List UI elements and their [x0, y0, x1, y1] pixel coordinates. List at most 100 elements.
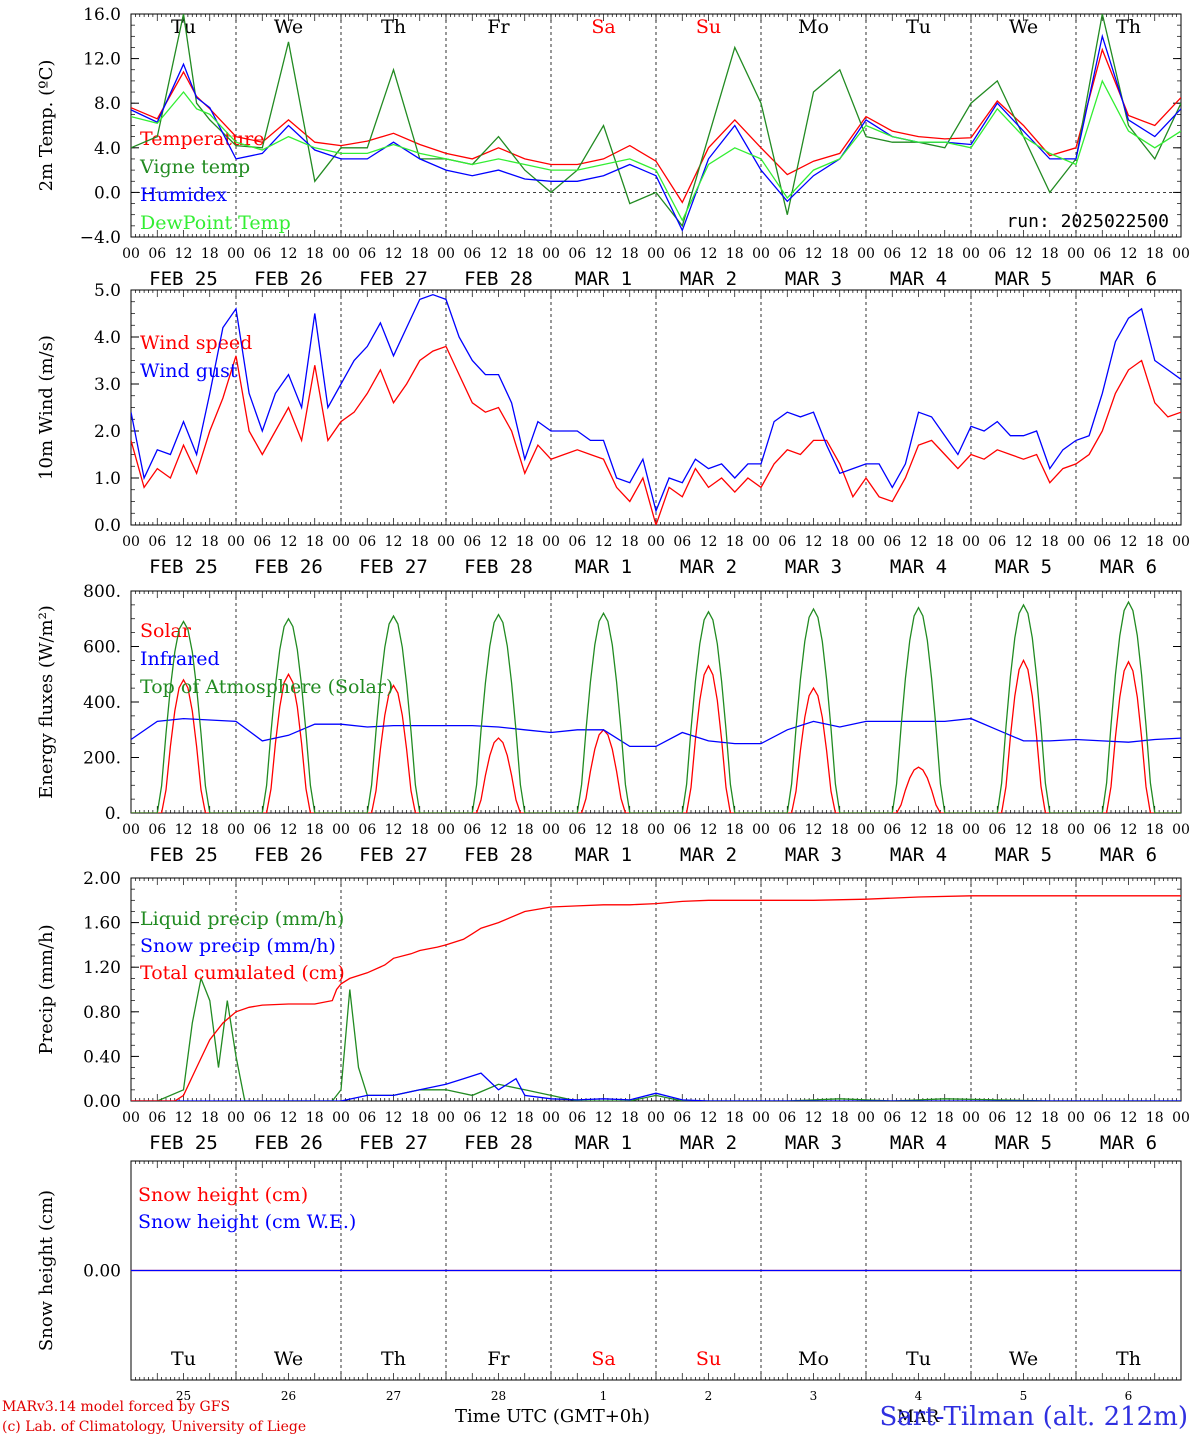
hour-tick-label: 12 [280, 534, 298, 550]
date-label: FEB 26 [254, 556, 323, 578]
run-label: run: 2025022500 [1006, 211, 1169, 232]
hour-tick-label: 18 [831, 246, 849, 262]
date-label: FEB 25 [149, 1132, 218, 1154]
y-tick-label: 800. [83, 582, 121, 602]
weekday-label: We [274, 1348, 303, 1370]
date-label: FEB 27 [359, 1132, 428, 1154]
hour-tick-label: 06 [778, 822, 796, 838]
y-tick-label: 2.0 [94, 422, 121, 442]
legend-entry: Top of Atmosphere (Solar) [140, 676, 393, 698]
y-tick-label: 0.40 [83, 1047, 121, 1067]
weekday-label: We [1009, 1348, 1038, 1370]
hour-tick-label: 00 [857, 822, 875, 838]
date-label: FEB 27 [359, 268, 428, 290]
hour-tick-label: 12 [490, 534, 508, 550]
panel-wind: 0.0 1.0 2.0 3.0 4.0 5.0 10m Wind (m/s) 00 06 12 18… [36, 281, 1190, 578]
hour-tick-label: 00 [437, 822, 455, 838]
hour-tick-label: 06 [253, 534, 271, 550]
hour-tick-label: 18 [411, 246, 429, 262]
hour-tick-label: 00 [647, 246, 665, 262]
hour-tick-label: 06 [1093, 534, 1111, 550]
legend-entry: Vigne temp [139, 156, 250, 178]
hour-tick-label: 18 [411, 1110, 429, 1126]
hour-tick-label: 12 [595, 1110, 613, 1126]
hour-tick-label: 12 [385, 246, 403, 262]
date-label: MAR 5 [995, 268, 1052, 290]
weekday-label: Fr [487, 16, 510, 38]
hour-tick-label: 06 [253, 822, 271, 838]
hour-tick-label: 18 [1041, 534, 1059, 550]
hour-tick-label: 18 [306, 534, 324, 550]
hour-tick-label: 00 [1172, 246, 1190, 262]
lab-credit: (c) Lab. of Climatology, University of L… [2, 1419, 307, 1435]
date-label: MAR 6 [1100, 844, 1157, 866]
date-label: MAR 2 [680, 1132, 737, 1154]
day-number-label: 28 [491, 1389, 506, 1403]
date-label: MAR 6 [1100, 1132, 1157, 1154]
panel-flux: 0. 200. 400. 600. 800. Energy fluxes (W/m²) 00… [36, 582, 1190, 866]
hour-tick-label: 18 [201, 1110, 219, 1126]
hour-tick-label: 18 [201, 246, 219, 262]
panel-precip: 0.00 0.40 0.80 1.20 1.60 2.00 Precip (mm/h) 00 0… [36, 869, 1190, 1154]
hour-tick-label: 00 [542, 534, 560, 550]
hour-tick-label: 12 [700, 534, 718, 550]
hour-tick-label: 06 [673, 246, 691, 262]
hour-tick-label: 12 [490, 822, 508, 838]
hour-tick-label: 18 [1041, 1110, 1059, 1126]
y-tick-label: 1.20 [83, 958, 121, 978]
weekday-label: Mo [798, 1348, 829, 1370]
series-line-wind-gust [131, 294, 1181, 514]
day-number-label: 5 [1020, 1389, 1028, 1403]
panel-temp: −4.0 0.0 4.0 8.0 12.0 16.0 2m Temp. (ºC) Tu We Th… [36, 5, 1190, 290]
legend-entry: Snow height (cm W.E.) [138, 1211, 356, 1233]
legend-entry: Liquid precip (mm/h) [140, 908, 344, 930]
y-tick-label: −4.0 [80, 228, 121, 248]
weekday-label: Fr [487, 1348, 510, 1370]
hour-tick-label: 06 [358, 822, 376, 838]
y-tick-label: 12.0 [83, 50, 121, 70]
hour-tick-label: 00 [647, 1110, 665, 1126]
hour-tick-label: 18 [1146, 1110, 1164, 1126]
hour-tick-label: 12 [700, 246, 718, 262]
model-credit: MARv3.14 model forced by GFS [2, 1399, 231, 1415]
hour-tick-label: 18 [831, 534, 849, 550]
series-line-vigne-temp [131, 14, 1181, 228]
y-axis-label: Precip (mm/h) [36, 924, 57, 1054]
hour-tick-label: 12 [700, 1110, 718, 1126]
hour-tick-label: 00 [1067, 1110, 1085, 1126]
hour-tick-label: 00 [1172, 822, 1190, 838]
hour-tick-label: 00 [962, 822, 980, 838]
date-label: FEB 28 [464, 268, 533, 290]
hour-tick-label: 12 [595, 246, 613, 262]
legend-entry: Humidex [140, 184, 227, 206]
hour-tick-label: 00 [752, 246, 770, 262]
weekday-label: We [274, 16, 303, 38]
date-label: FEB 27 [359, 556, 428, 578]
date-label: MAR 4 [890, 556, 947, 578]
hour-tick-label: 18 [621, 534, 639, 550]
hour-tick-label: 06 [883, 246, 901, 262]
hour-tick-label: 00 [542, 1110, 560, 1126]
hour-tick-label: 12 [385, 1110, 403, 1126]
hour-tick-label: 12 [490, 1110, 508, 1126]
hour-tick-label: 06 [1093, 822, 1111, 838]
date-label: FEB 26 [254, 844, 323, 866]
hour-tick-label: 12 [910, 534, 928, 550]
series-line-humidex [131, 33, 1181, 232]
day-number-label: 3 [810, 1389, 818, 1403]
date-label: FEB 28 [464, 556, 533, 578]
hour-tick-label: 00 [647, 822, 665, 838]
y-tick-label: 0.00 [83, 1092, 121, 1112]
weekday-label: Th [381, 1348, 406, 1370]
hour-tick-label: 00 [962, 246, 980, 262]
y-tick-label: 400. [83, 693, 121, 713]
date-label: MAR 5 [995, 556, 1052, 578]
legend-entry: Total cumulated (cm) [140, 962, 345, 984]
hour-tick-label: 06 [568, 246, 586, 262]
weekday-label: Sa [591, 16, 615, 38]
date-label: MAR 4 [890, 844, 947, 866]
hour-tick-label: 12 [1015, 1110, 1033, 1126]
date-label: MAR 1 [575, 556, 632, 578]
y-tick-label: 0.0 [94, 516, 121, 536]
weekday-label: Su [696, 1348, 721, 1370]
